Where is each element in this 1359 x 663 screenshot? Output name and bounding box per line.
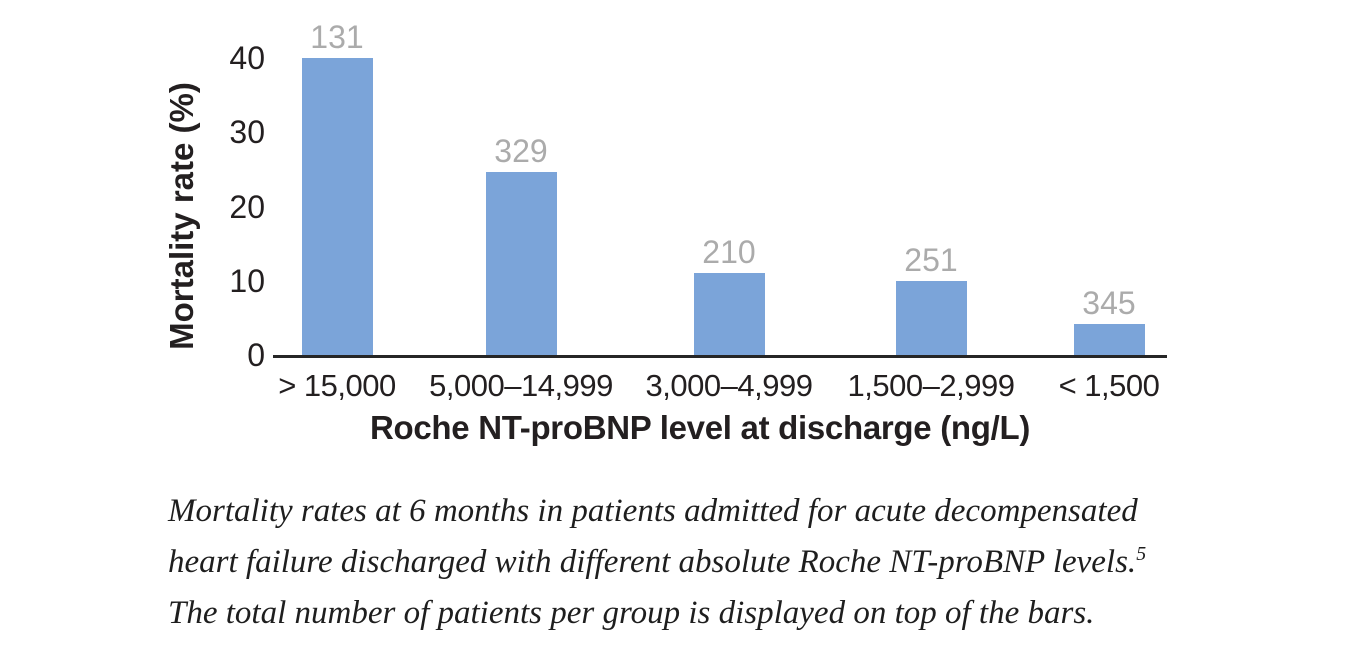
bar-count-label: 345 — [1082, 284, 1136, 321]
bar-group: 329 5,000–14,999 — [429, 58, 613, 403]
x-category-label: 5,000–14,999 — [429, 368, 613, 403]
bar-group: 345 < 1,500 — [1059, 58, 1160, 403]
x-category-label: 3,000–4,999 — [645, 368, 813, 403]
bar-group: 131 > 15,000 — [278, 20, 396, 403]
bar-count-label: 251 — [904, 241, 958, 278]
bar-group: 210 3,000–4,999 — [646, 58, 813, 403]
x-category-label: > 15,000 — [278, 368, 396, 403]
x-axis-title: Roche NT-proBNP level at discharge (ng/L… — [369, 409, 1031, 446]
figure-caption: Mortality rates at 6 months in patients … — [168, 486, 1146, 639]
x-category-label: < 1,500 — [1058, 368, 1160, 403]
plot-area: 131 > 15,000 329 5,000–14,999 210 3,000–4,999… — [0, 20, 1359, 403]
caption-line-1: Mortality rates at 6 months in patients … — [168, 493, 1138, 529]
y-tick-label: 20 — [229, 188, 265, 225]
x-axis-line — [273, 355, 1167, 358]
bar — [485, 171, 557, 355]
bar — [693, 272, 765, 355]
bar — [895, 280, 967, 355]
bar — [1073, 323, 1145, 355]
y-tick-label: 40 — [229, 40, 265, 76]
x-category-label: 1,500–2,999 — [847, 368, 1015, 403]
bar-count-label: 210 — [702, 233, 756, 270]
bar-group: 251 1,500–2,999 — [848, 58, 1015, 403]
caption-line-2: heart failure discharged with different … — [168, 543, 1147, 580]
bar-count-label: 329 — [494, 132, 548, 169]
bar — [301, 58, 373, 355]
bar-count-label: 131 — [310, 19, 364, 55]
caption-line-3: The total number of patients per group i… — [168, 595, 1095, 631]
y-tick-label: 30 — [229, 114, 265, 151]
y-tick-label: 10 — [229, 262, 265, 299]
y-tick-label: 0 — [247, 337, 265, 373]
reference-marker: 5 — [1136, 543, 1147, 565]
